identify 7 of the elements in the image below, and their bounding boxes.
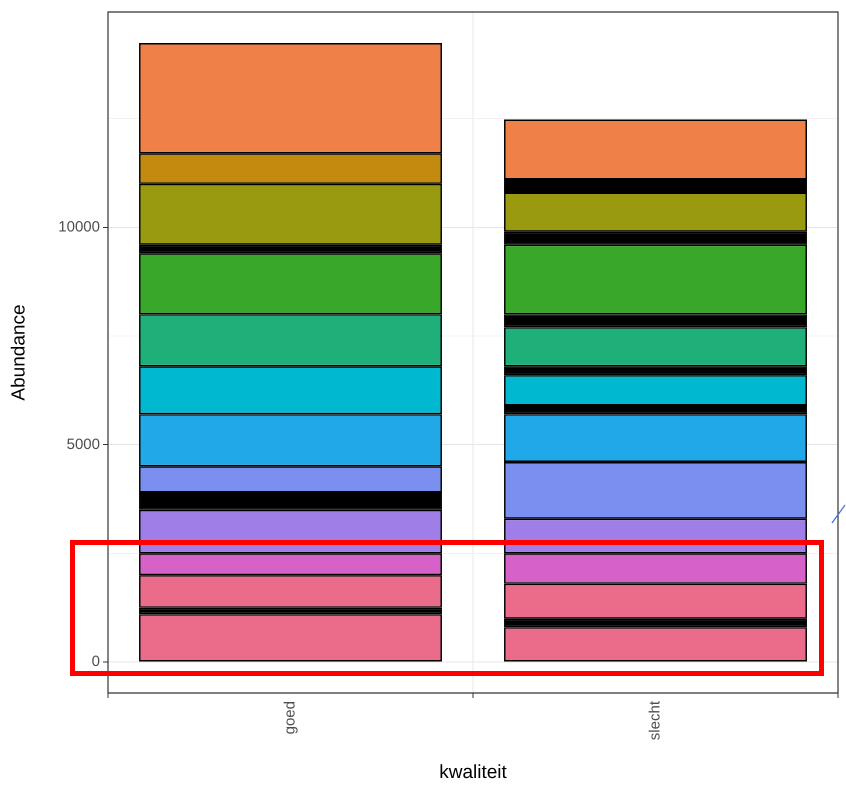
- y-axis-title: Abundance: [8, 304, 30, 401]
- y-tick-label: 10000: [58, 218, 100, 236]
- x-axis-title: kwaliteit: [439, 762, 508, 783]
- y-tick-label: 0: [92, 653, 100, 670]
- y-tick-label: 5000: [66, 436, 100, 453]
- x-tick-label: goed: [282, 701, 299, 734]
- x-tick-label: slecht: [646, 700, 664, 740]
